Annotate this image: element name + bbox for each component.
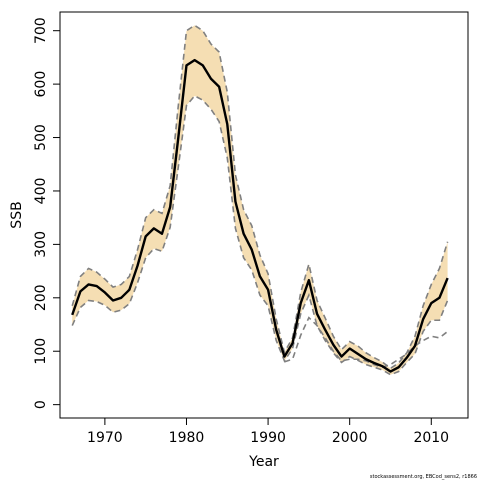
band-upper-line (71, 24, 449, 370)
x-tick-label-2010: 2010 (413, 430, 449, 446)
y-tick-label-700: 700 (33, 17, 49, 44)
axes-layer: 1970 1980 1990 2000 2010 0 100 200 300 400 500 600 7… (33, 17, 449, 446)
y-tick-label-400: 400 (33, 178, 49, 205)
confidence-band-layer (72, 25, 448, 375)
x-tick-label-1970: 1970 (87, 430, 123, 446)
x-tick-label-1990: 1990 (250, 430, 286, 446)
confidence-band (72, 25, 448, 375)
x-axis-title: Year (248, 454, 279, 470)
footnote: stockassessment.org, EBCod_sens2, r1866 (370, 474, 477, 480)
x-tick-label-1980: 1980 (169, 430, 205, 446)
y-tick-label-500: 500 (33, 124, 49, 151)
y-tick-label-300: 300 (33, 231, 49, 258)
y-tick-label-100: 100 (33, 338, 49, 365)
y-tick-label-600: 600 (33, 71, 49, 98)
band-lower-line (71, 94, 449, 376)
y-axis-title: SSB (9, 201, 25, 228)
x-tick-label-2000: 2000 (332, 430, 368, 446)
series-lines-layer (71, 24, 449, 376)
y-tick-label-0: 0 (33, 400, 49, 409)
comparison-line (284, 316, 449, 369)
y-tick-label-200: 200 (33, 284, 49, 311)
ssb-estimate-line (71, 58, 449, 373)
